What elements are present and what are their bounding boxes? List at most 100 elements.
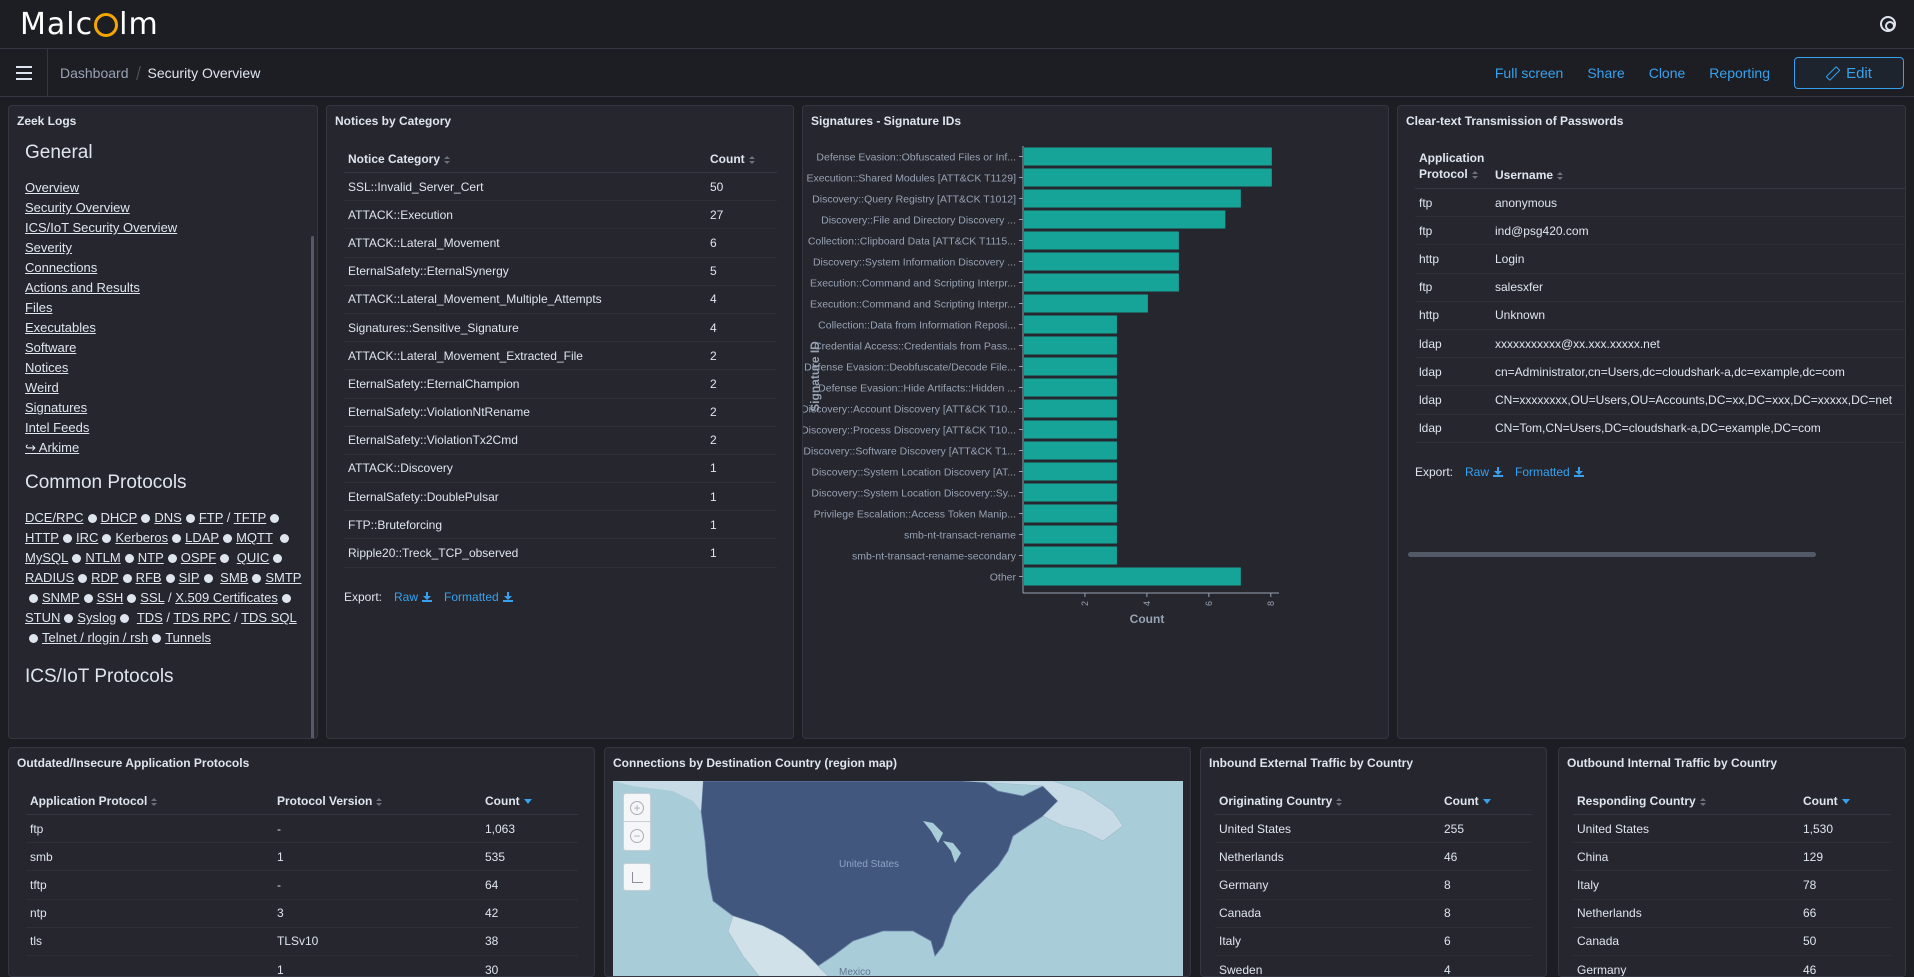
table-cell[interactable]: ldap: [1415, 329, 1491, 359]
table-cell[interactable]: United States: [1573, 814, 1799, 844]
chart-bar[interactable]: [1024, 504, 1117, 523]
table-cell[interactable]: 38: [481, 927, 578, 956]
proto-link[interactable]: SSL: [140, 590, 165, 605]
table-cell[interactable]: Italy: [1215, 927, 1440, 956]
export-formatted-link[interactable]: Formatted: [1515, 465, 1584, 479]
general-link[interactable]: Security Overview: [25, 200, 130, 215]
chart-bar[interactable]: [1024, 273, 1179, 292]
general-link[interactable]: Overview: [25, 180, 80, 195]
clone-link[interactable]: Clone: [1648, 65, 1686, 81]
table-cell[interactable]: 1,063: [481, 814, 578, 844]
column-header-count[interactable]: Count: [1440, 788, 1532, 815]
table-cell[interactable]: 46: [1799, 955, 1891, 976]
proto-link[interactable]: MQTT: [236, 530, 273, 545]
table-cell[interactable]: EternalSafety::DoublePulsar: [344, 482, 706, 512]
table-cell[interactable]: ATTACK::Lateral_Movement: [344, 228, 706, 258]
proto-link[interactable]: DNS: [154, 510, 182, 525]
proto-link[interactable]: RDP: [91, 570, 119, 585]
column-header-username[interactable]: Username: [1491, 146, 1905, 189]
proto-link[interactable]: STUN: [25, 610, 61, 625]
proto-link[interactable]: TDS: [136, 610, 163, 625]
table-cell[interactable]: Ripple20::Treck_TCP_observed: [344, 538, 706, 568]
proto-link[interactable]: TDS RPC: [173, 610, 231, 625]
horizontal-scrollbar[interactable]: [1408, 552, 1816, 557]
table-cell[interactable]: xxxxxxxxxxx@xx.xxx.xxxxx.net: [1491, 329, 1905, 359]
proto-link[interactable]: DHCP: [100, 510, 138, 525]
table-cell[interactable]: ftp: [1415, 273, 1491, 302]
column-header-originating-country[interactable]: Originating Country: [1215, 788, 1440, 815]
table-cell[interactable]: 4: [706, 285, 777, 314]
table-cell[interactable]: 78: [1799, 870, 1891, 900]
table-cell[interactable]: Netherlands: [1573, 899, 1799, 928]
column-header-responding-country[interactable]: Responding Country: [1573, 788, 1799, 815]
sort-icon[interactable]: [444, 155, 451, 164]
hamburger-menu-button[interactable]: [0, 48, 48, 97]
table-cell[interactable]: 255: [1440, 814, 1532, 844]
table-cell[interactable]: 8: [1440, 870, 1532, 900]
table-cell[interactable]: ftp: [1415, 188, 1491, 218]
proto-link[interactable]: SSH: [96, 590, 124, 605]
chart-bar[interactable]: [1024, 525, 1117, 544]
table-cell[interactable]: China: [1573, 842, 1799, 872]
table-cell[interactable]: -: [273, 814, 481, 844]
table-cell[interactable]: ATTACK::Execution: [344, 200, 706, 230]
zoom-in-button[interactable]: +: [624, 794, 650, 822]
export-formatted-link[interactable]: Formatted: [444, 590, 513, 604]
table-cell[interactable]: 129: [1799, 842, 1891, 872]
general-link[interactable]: Notices: [25, 360, 69, 375]
chart-bar[interactable]: [1024, 336, 1117, 355]
table-cell[interactable]: 3: [273, 899, 481, 928]
chart-bar[interactable]: [1024, 189, 1241, 208]
proto-link[interactable]: SIP: [178, 570, 200, 585]
table-cell[interactable]: 2: [706, 369, 777, 399]
sort-icon[interactable]: [1699, 797, 1706, 806]
edit-button[interactable]: Edit: [1794, 57, 1904, 89]
column-header-application-protocol[interactable]: Application Protocol: [1415, 146, 1491, 189]
table-cell[interactable]: ind@psg420.com: [1491, 216, 1905, 246]
vertical-scrollbar[interactable]: [311, 236, 314, 738]
chart-bar[interactable]: [1024, 420, 1117, 439]
table-cell[interactable]: 1,530: [1799, 814, 1891, 844]
breadcrumb-dashboard[interactable]: Dashboard: [60, 64, 129, 81]
proto-link[interactable]: Kerberos: [115, 530, 169, 545]
table-cell[interactable]: FTP::Bruteforcing: [344, 510, 706, 540]
table-cell[interactable]: ATTACK::Discovery: [344, 454, 706, 484]
table-cell[interactable]: anonymous: [1491, 188, 1905, 218]
sort-icon[interactable]: [151, 797, 158, 806]
table-cell[interactable]: Germany: [1215, 870, 1440, 900]
chart-bar[interactable]: [1024, 147, 1272, 166]
sort-icon[interactable]: [1336, 797, 1343, 806]
table-cell[interactable]: 6: [1440, 927, 1532, 956]
table-cell[interactable]: tls: [26, 927, 273, 956]
table-cell[interactable]: 8: [1440, 899, 1532, 928]
column-header-protocol-version[interactable]: Protocol Version: [273, 788, 481, 815]
table-cell[interactable]: ftp: [1415, 216, 1491, 246]
table-cell[interactable]: http: [1415, 244, 1491, 274]
table-cell[interactable]: [26, 955, 273, 976]
table-cell[interactable]: cn=Administrator,cn=Users,dc=cloudshark-…: [1491, 357, 1905, 387]
table-cell[interactable]: 535: [481, 842, 578, 872]
table-cell[interactable]: 1: [273, 955, 481, 976]
chart-bar[interactable]: [1024, 231, 1179, 250]
column-header-application-protocol[interactable]: Application Protocol: [26, 788, 273, 815]
proto-link[interactable]: SNMP: [42, 590, 80, 605]
proto-link[interactable]: X.509 Certificates: [175, 590, 278, 605]
sort-desc-icon[interactable]: [1841, 799, 1850, 805]
sort-desc-icon[interactable]: [523, 799, 532, 805]
chart-bar[interactable]: [1024, 483, 1117, 502]
proto-link[interactable]: FTP: [198, 510, 224, 525]
table-cell[interactable]: Unknown: [1491, 301, 1905, 330]
export-raw-link[interactable]: Raw: [1465, 465, 1504, 479]
general-link[interactable]: ICS/IoT Security Overview: [25, 220, 178, 235]
table-cell[interactable]: ftp: [26, 814, 273, 844]
table-cell[interactable]: salesxfer: [1491, 273, 1905, 302]
proto-link[interactable]: TDS SQL: [241, 610, 297, 625]
table-cell[interactable]: 5: [706, 257, 777, 286]
chart-bar[interactable]: [1024, 210, 1226, 229]
chart-bar[interactable]: [1024, 315, 1117, 334]
region-map[interactable]: United States Mexico + −: [613, 781, 1183, 976]
proto-link[interactable]: SMB: [220, 570, 249, 585]
table-cell[interactable]: Canada: [1215, 899, 1440, 928]
proto-link[interactable]: IRC: [75, 530, 99, 545]
table-cell[interactable]: 1: [706, 454, 777, 484]
